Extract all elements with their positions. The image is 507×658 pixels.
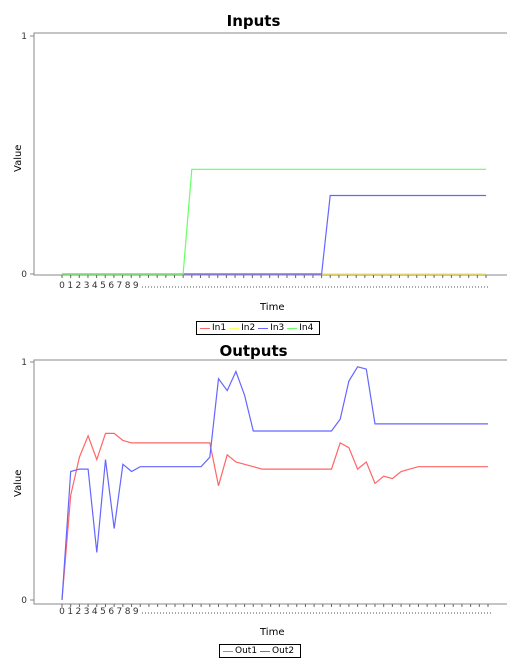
- legend-swatch: [223, 650, 233, 652]
- legend-label: In4: [299, 323, 314, 333]
- legend-swatch: [200, 327, 210, 329]
- x-tick-label: 5: [100, 281, 106, 291]
- legend-item-out1: Out1: [223, 646, 257, 656]
- x-axis-label: Time: [260, 627, 285, 638]
- x-tick-label: 5: [100, 607, 106, 617]
- x-tick-label: 0: [59, 607, 65, 617]
- legend-item-in1: In1: [200, 323, 226, 333]
- legend-label: In2: [241, 323, 256, 333]
- legend-label: In1: [212, 323, 227, 333]
- plot-border: [33, 32, 507, 276]
- x-tick-label: 0: [59, 281, 65, 291]
- x-tick-label: 6: [108, 607, 114, 617]
- legend-item-out2: Out2: [260, 646, 294, 656]
- x-axis-label: Time: [260, 302, 285, 313]
- legend-label: In3: [270, 323, 285, 333]
- x-tick-label: 3: [84, 607, 90, 617]
- chart-title: Inputs: [226, 12, 281, 30]
- x-tick-label: 3: [84, 281, 90, 291]
- x-tick-label: 7: [117, 281, 123, 291]
- x-tick-label: 9: [133, 281, 139, 291]
- x-tick-label: 8: [125, 281, 131, 291]
- legend-swatch: [258, 327, 269, 329]
- plot-border: [33, 359, 507, 605]
- y-tick-label: 1: [21, 358, 27, 368]
- x-tick-label: 9: [133, 607, 139, 617]
- y-tick-label: 0: [21, 596, 27, 606]
- legend: In1 In2 In3 In4: [196, 321, 321, 335]
- legend-label: Out2: [272, 646, 295, 656]
- legend-label: Out1: [235, 646, 258, 656]
- series-line-out2: [61, 366, 488, 601]
- series-line-out1: [61, 432, 488, 601]
- legend-swatch: [229, 327, 240, 329]
- x-tick-label: 6: [108, 281, 114, 291]
- chart-title: Outputs: [219, 342, 288, 360]
- y-tick-label: 0: [21, 270, 27, 280]
- x-tick-label: 4: [92, 281, 98, 291]
- legend-item-in4: In4: [287, 323, 313, 333]
- legend-swatch: [260, 650, 271, 652]
- legend-item-in3: In3: [258, 323, 284, 333]
- x-tick-label: 2: [76, 607, 82, 617]
- legend-item-in2: In2: [229, 323, 255, 333]
- legend: Out1 Out2: [219, 644, 302, 658]
- x-tick-label: 4: [92, 607, 98, 617]
- legend-swatch: [287, 327, 298, 329]
- x-tick-label: 2: [76, 281, 82, 291]
- plot-area: 010 1 2 3 4 5 6 7 8 9: [21, 32, 507, 291]
- x-tick-label: 8: [125, 607, 131, 617]
- x-tick-label: 1: [67, 607, 73, 617]
- series-line-in4: [62, 168, 486, 275]
- x-tick-label: 7: [117, 607, 123, 617]
- y-tick-label: 1: [21, 32, 27, 42]
- x-tick-label: 1: [67, 281, 73, 291]
